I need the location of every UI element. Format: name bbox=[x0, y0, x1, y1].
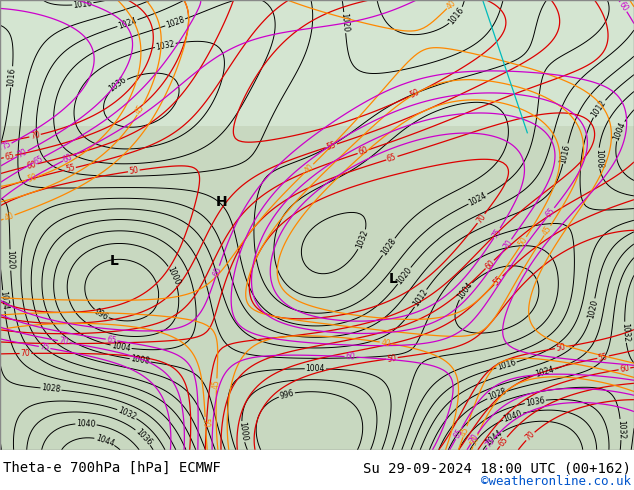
Text: 50: 50 bbox=[201, 417, 210, 428]
Text: 50: 50 bbox=[386, 353, 398, 364]
Text: 70: 70 bbox=[29, 130, 41, 141]
Text: 60: 60 bbox=[26, 160, 37, 171]
Text: 1016: 1016 bbox=[447, 5, 466, 26]
Text: 1028: 1028 bbox=[41, 384, 61, 394]
Text: 1028: 1028 bbox=[486, 387, 508, 402]
Text: 75: 75 bbox=[39, 342, 50, 353]
Text: 1000: 1000 bbox=[236, 421, 249, 442]
Text: 65: 65 bbox=[4, 151, 15, 162]
Text: 1040: 1040 bbox=[76, 419, 96, 429]
Text: 40: 40 bbox=[302, 162, 316, 175]
Text: 1032: 1032 bbox=[155, 39, 176, 51]
Text: 1020: 1020 bbox=[339, 13, 350, 33]
Text: 40: 40 bbox=[380, 338, 391, 348]
Bar bbox=[0, 0, 634, 126]
Text: 1016: 1016 bbox=[496, 358, 517, 372]
Text: 1020: 1020 bbox=[6, 250, 15, 270]
Text: Theta-e 700hPa [hPa] ECMWF: Theta-e 700hPa [hPa] ECMWF bbox=[3, 461, 221, 475]
Text: 50: 50 bbox=[555, 343, 566, 353]
Text: 1020: 1020 bbox=[395, 266, 414, 286]
Text: 70: 70 bbox=[20, 349, 30, 358]
Text: 50: 50 bbox=[408, 88, 420, 100]
Text: 60: 60 bbox=[61, 152, 75, 165]
Text: 1008: 1008 bbox=[130, 354, 150, 367]
Text: 1032: 1032 bbox=[616, 419, 626, 439]
Text: 1036: 1036 bbox=[107, 75, 128, 94]
Text: 75: 75 bbox=[484, 437, 497, 450]
Text: 70: 70 bbox=[474, 212, 488, 225]
Text: 1016: 1016 bbox=[73, 0, 93, 10]
Text: 55: 55 bbox=[597, 352, 609, 363]
Text: 55: 55 bbox=[492, 273, 505, 287]
Text: 60: 60 bbox=[357, 146, 369, 157]
Text: 65: 65 bbox=[452, 428, 465, 441]
Text: 50: 50 bbox=[128, 166, 139, 176]
Text: 55: 55 bbox=[64, 163, 76, 174]
Text: 1036: 1036 bbox=[525, 395, 545, 408]
Text: 50: 50 bbox=[517, 235, 529, 248]
Text: 1004: 1004 bbox=[111, 341, 131, 353]
Text: ©weatheronline.co.uk: ©weatheronline.co.uk bbox=[481, 475, 631, 488]
Text: 1012: 1012 bbox=[590, 98, 608, 119]
Text: 1024: 1024 bbox=[534, 365, 555, 379]
Text: 45: 45 bbox=[212, 379, 221, 390]
Text: 75: 75 bbox=[491, 226, 503, 240]
Text: 75: 75 bbox=[0, 140, 13, 152]
Text: 1024: 1024 bbox=[0, 291, 10, 311]
Text: 70: 70 bbox=[501, 238, 515, 251]
Text: 45: 45 bbox=[541, 224, 553, 237]
Text: 1008: 1008 bbox=[594, 148, 604, 168]
Text: Su 29-09-2024 18:00 UTC (00+162): Su 29-09-2024 18:00 UTC (00+162) bbox=[363, 461, 631, 475]
Text: 50: 50 bbox=[469, 435, 481, 447]
Text: 1004: 1004 bbox=[612, 121, 628, 142]
Text: 45: 45 bbox=[134, 103, 146, 116]
Text: L: L bbox=[389, 272, 398, 286]
Text: 65: 65 bbox=[106, 335, 117, 345]
Text: 70: 70 bbox=[524, 430, 537, 443]
Text: H: H bbox=[216, 196, 228, 209]
Text: 1024: 1024 bbox=[117, 16, 138, 30]
Text: 65: 65 bbox=[497, 435, 510, 448]
Text: 40: 40 bbox=[3, 211, 15, 223]
Text: 70: 70 bbox=[16, 147, 29, 160]
Text: 65: 65 bbox=[386, 152, 398, 164]
Text: 60: 60 bbox=[483, 258, 496, 271]
Text: 1032: 1032 bbox=[620, 322, 630, 342]
Text: 1036: 1036 bbox=[133, 427, 153, 447]
Text: 1000: 1000 bbox=[165, 265, 181, 287]
Text: 1032: 1032 bbox=[355, 229, 370, 250]
Text: 1012: 1012 bbox=[411, 288, 430, 309]
Text: 1004: 1004 bbox=[456, 280, 475, 301]
Text: 1032: 1032 bbox=[117, 406, 138, 422]
Text: 1016: 1016 bbox=[559, 143, 572, 164]
Text: 60: 60 bbox=[619, 364, 630, 374]
Text: 40: 40 bbox=[444, 0, 458, 11]
Text: 1044: 1044 bbox=[94, 433, 115, 448]
Text: 60: 60 bbox=[617, 0, 630, 13]
Text: 1016: 1016 bbox=[6, 67, 17, 87]
Text: 1024: 1024 bbox=[467, 191, 489, 208]
Text: 1028: 1028 bbox=[379, 236, 398, 257]
Text: 60: 60 bbox=[212, 265, 223, 277]
Text: 996: 996 bbox=[93, 307, 110, 322]
Text: 1028: 1028 bbox=[165, 15, 186, 30]
Text: 55: 55 bbox=[325, 140, 337, 151]
Text: 60: 60 bbox=[346, 352, 356, 362]
Text: 1044: 1044 bbox=[484, 428, 504, 447]
Text: 1004: 1004 bbox=[306, 364, 325, 373]
Text: 70: 70 bbox=[58, 336, 69, 347]
Text: 70: 70 bbox=[468, 432, 481, 445]
Text: 1020: 1020 bbox=[586, 298, 599, 319]
Text: 996: 996 bbox=[278, 388, 295, 401]
Text: 65: 65 bbox=[544, 206, 557, 219]
Text: 50: 50 bbox=[26, 173, 38, 184]
Text: 65: 65 bbox=[32, 154, 44, 166]
Text: 1040: 1040 bbox=[502, 409, 524, 423]
Text: L: L bbox=[110, 254, 119, 268]
Text: 45: 45 bbox=[459, 426, 471, 438]
